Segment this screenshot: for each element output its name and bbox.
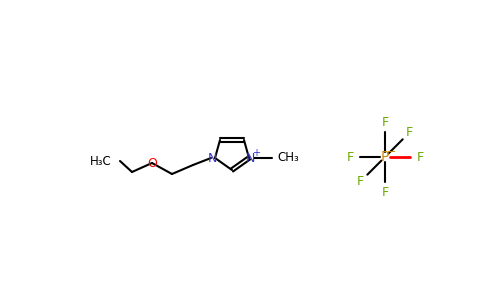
Text: −: − [387,147,397,157]
Text: CH₃: CH₃ [277,151,299,164]
Text: F: F [416,151,424,164]
Text: F: F [381,185,389,198]
Text: O: O [147,156,157,169]
Text: F: F [406,126,413,139]
Text: F: F [346,151,354,164]
Text: +: + [252,148,260,158]
Text: N: N [207,152,216,164]
Text: N: N [246,152,255,164]
Text: P: P [381,150,389,164]
Text: H₃C: H₃C [90,155,112,168]
Text: F: F [381,116,389,128]
Text: F: F [357,175,364,188]
